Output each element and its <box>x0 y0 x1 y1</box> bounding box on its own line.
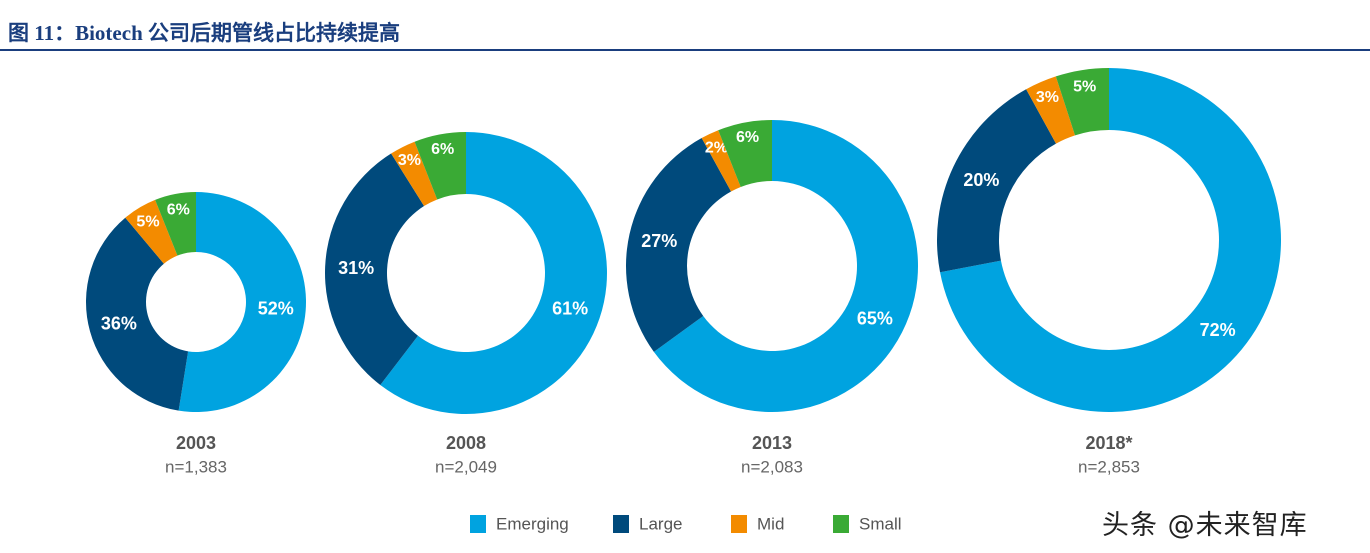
data-label-mid: 2% <box>705 139 728 156</box>
slice-large <box>325 153 425 385</box>
year-label: 2013 <box>752 433 792 453</box>
slice-small <box>1055 68 1109 136</box>
slice-small <box>718 120 772 187</box>
slice-emerging <box>653 120 918 412</box>
slice-mid <box>1026 76 1076 144</box>
sample-size-label: n=2,083 <box>741 458 803 477</box>
slice-emerging <box>178 192 306 412</box>
year-label: 2003 <box>176 433 216 453</box>
legend-swatch-emerging <box>470 515 486 533</box>
slice-emerging <box>940 68 1282 412</box>
data-label-large: 31% <box>338 258 374 278</box>
data-label-emerging: 61% <box>552 298 588 318</box>
data-label-large: 20% <box>963 170 999 190</box>
slice-emerging <box>380 132 608 414</box>
data-label-emerging: 72% <box>1200 320 1236 340</box>
sample-size-label: n=2,049 <box>435 458 497 477</box>
figure-title: 图 11：Biotech 公司后期管线占比持续提高 <box>8 21 400 45</box>
legend-label-mid: Mid <box>757 515 784 534</box>
data-label-mid: 3% <box>398 152 421 169</box>
data-label-small: 5% <box>1073 78 1096 95</box>
slice-large <box>85 217 189 411</box>
header-divider <box>0 49 1370 51</box>
data-label-small: 6% <box>167 202 190 219</box>
data-label-large: 27% <box>641 231 677 251</box>
slice-large <box>937 89 1057 273</box>
slice-mid <box>125 199 178 264</box>
donut-2003: 52% 36% 5% 6% <box>85 192 306 412</box>
slice-small <box>155 192 196 256</box>
legend-label-large: Large <box>639 515 682 534</box>
legend-label-emerging: Emerging <box>496 515 569 534</box>
data-label-mid: 3% <box>1036 89 1059 106</box>
data-label-emerging: 52% <box>258 298 294 318</box>
slice-mid <box>701 130 741 192</box>
sample-size-label: n=1,383 <box>165 458 227 477</box>
donut-2013: 65% 27% 2% 6% <box>626 120 918 412</box>
donut-2018: 72% 20% 3% 5% <box>937 68 1282 412</box>
data-label-small: 6% <box>431 141 454 158</box>
legend-swatch-large <box>613 515 629 533</box>
sample-size-label: n=2,853 <box>1078 458 1140 477</box>
data-label-large: 36% <box>101 313 137 333</box>
year-label: 2018* <box>1085 433 1132 453</box>
legend-swatch-small <box>833 515 849 533</box>
figure-header: 图 11：Biotech 公司后期管线占比持续提高 <box>0 0 1370 51</box>
legend-swatch-mid <box>731 515 747 533</box>
data-label-mid: 5% <box>136 213 159 230</box>
donut-2008: 61% 31% 3% 6% <box>325 132 608 414</box>
year-label: 2008 <box>446 433 486 453</box>
slice-large <box>626 138 732 352</box>
slice-mid <box>391 141 438 207</box>
data-label-small: 6% <box>736 129 759 146</box>
legend: Emerging Large Mid Small <box>470 515 902 534</box>
watermark: 头条 @未来智库 <box>1102 510 1308 541</box>
slice-small <box>414 132 466 200</box>
legend-label-small: Small <box>859 515 902 534</box>
data-label-emerging: 65% <box>857 308 893 328</box>
